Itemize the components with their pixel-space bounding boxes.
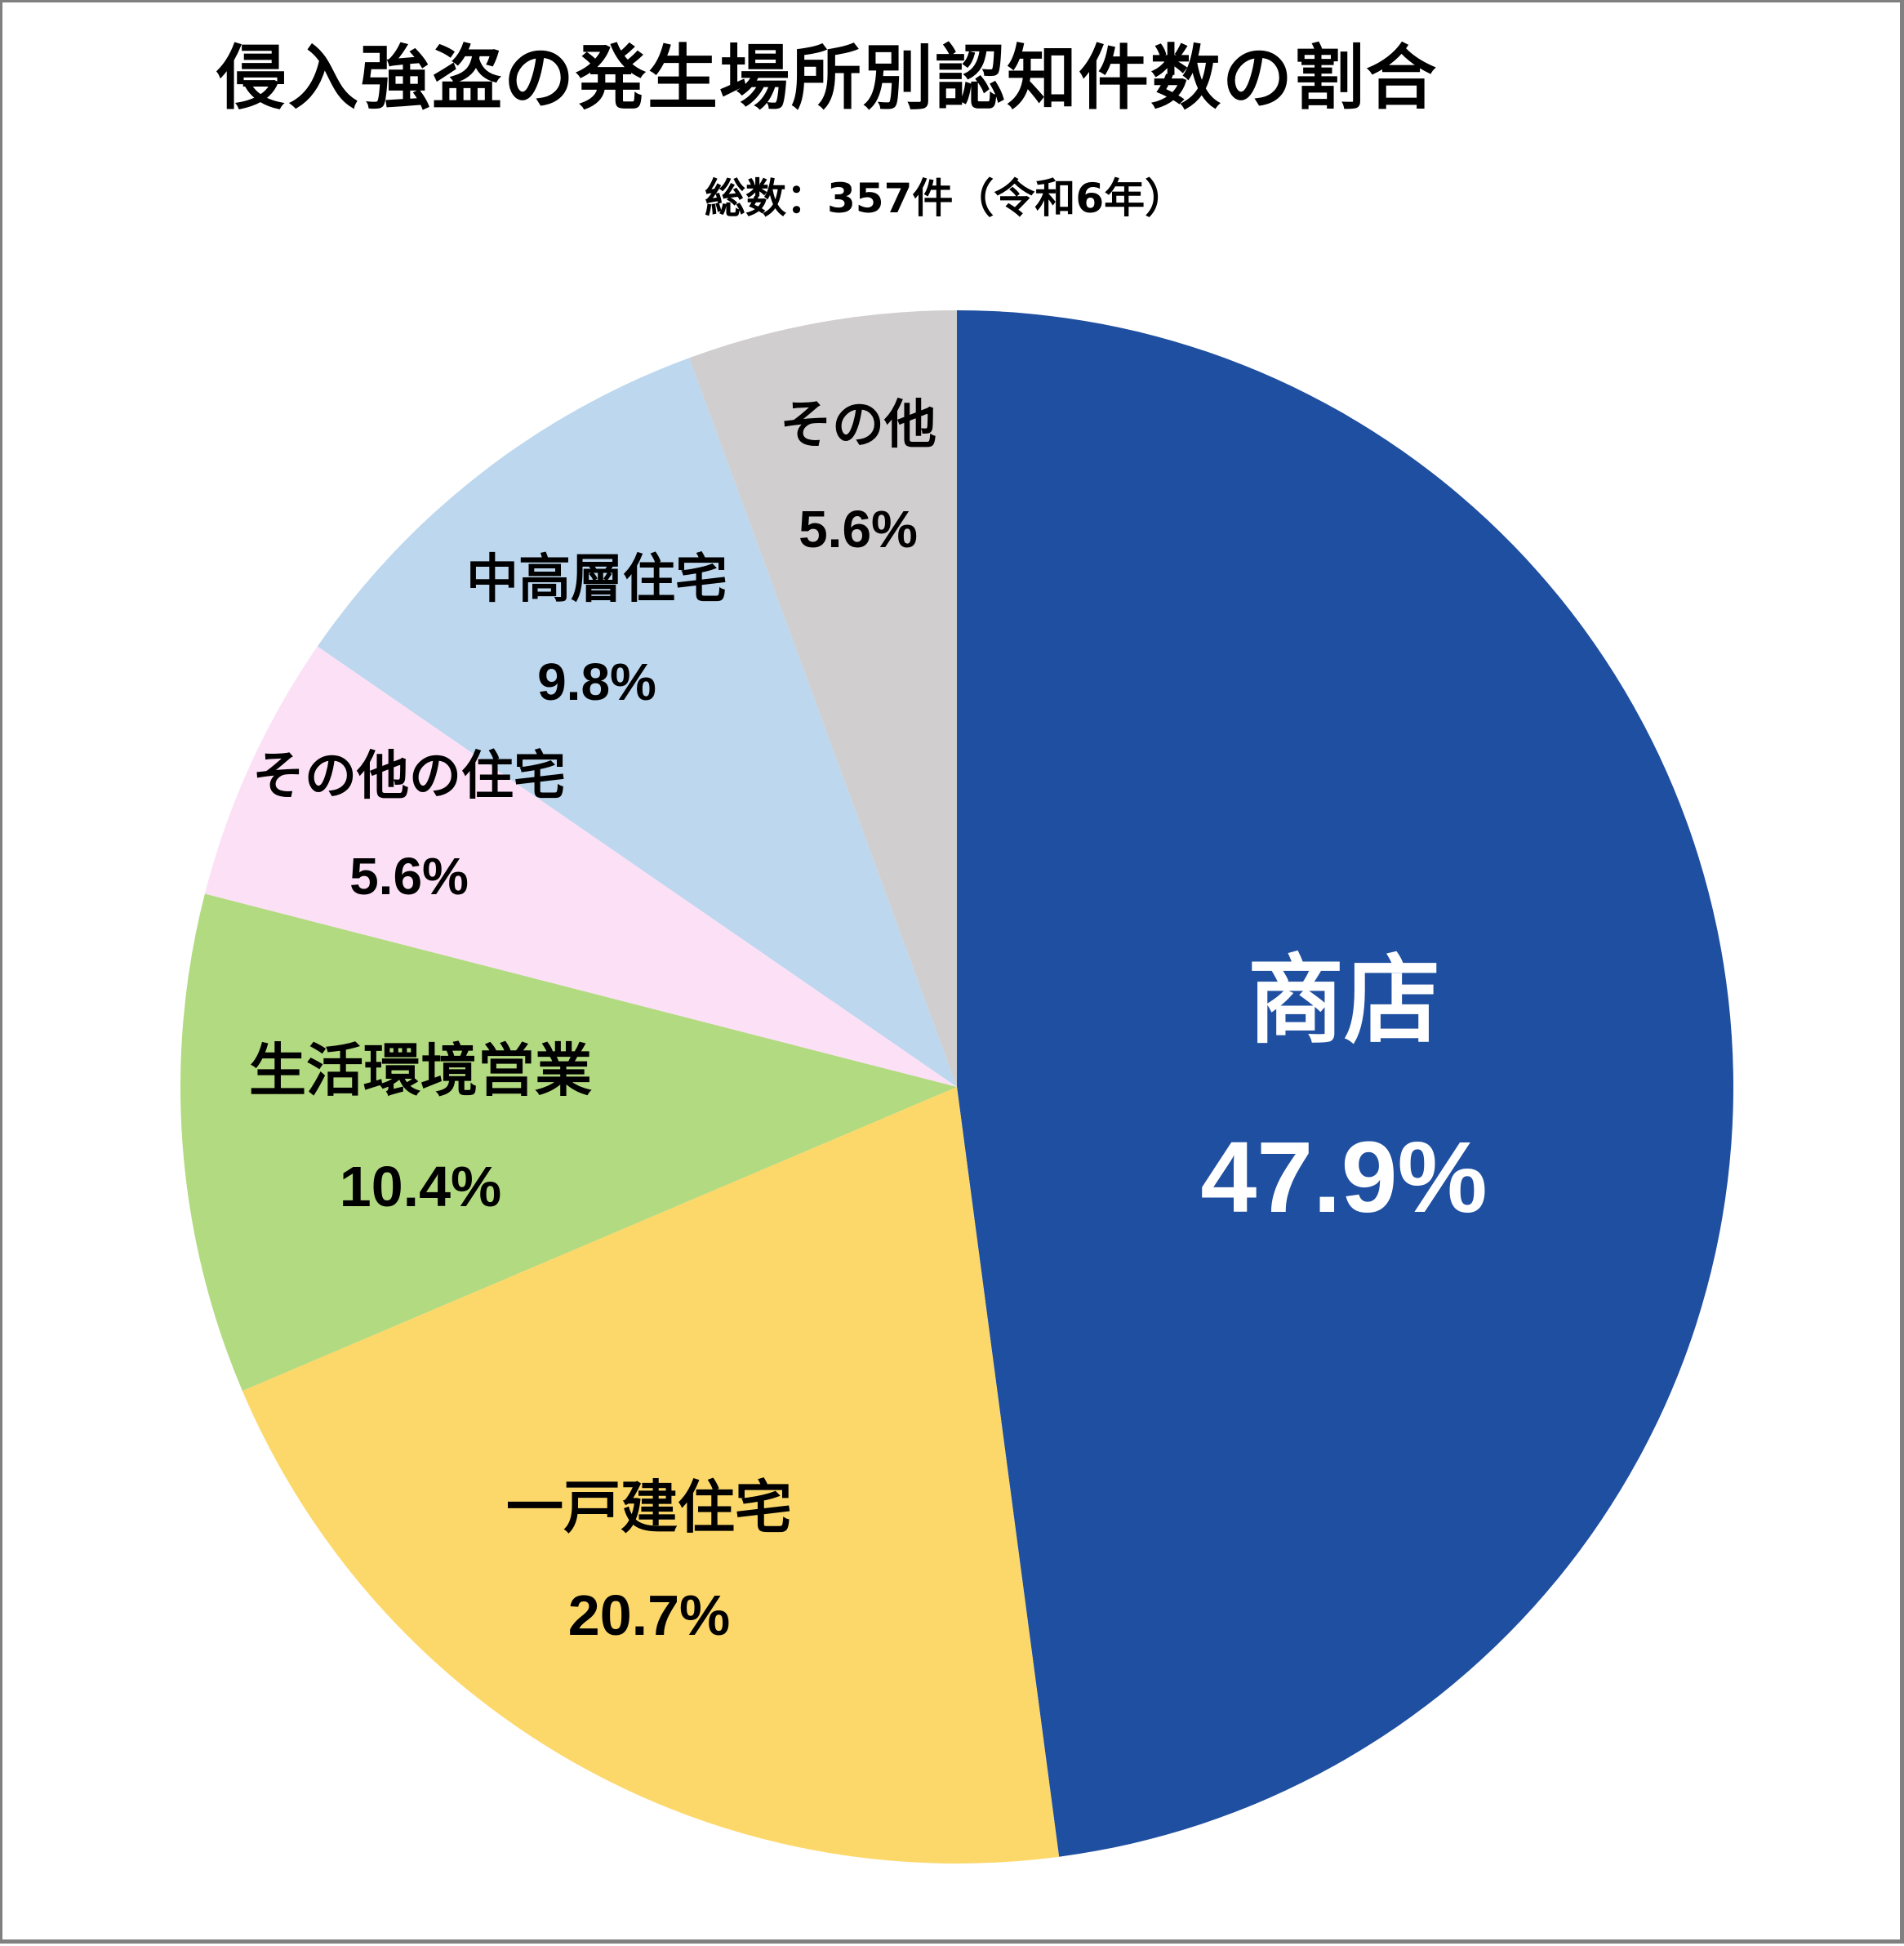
slice-label-pct: 5.6%	[349, 847, 469, 906]
slice-label-pct: 47.9%	[1200, 1121, 1488, 1235]
chart-title: 侵入強盗の発生場所別認知件数の割合	[216, 38, 1438, 119]
slice-label-pct: 20.7%	[567, 1583, 731, 1647]
slice-label-pct: 5.6%	[799, 500, 918, 559]
slice-label-name: 生活環境営業	[249, 1037, 592, 1104]
slice-label-name: 中高層住宅	[466, 550, 727, 610]
slice-label-pct: 9.8%	[537, 652, 656, 711]
slice-ikkodate-jutaku[interactable]	[242, 1087, 1060, 1864]
slice-chukoso-jutaku[interactable]	[317, 358, 957, 1087]
slice-label-name: その他	[780, 395, 936, 456]
slice-label-name: 一戸建住宅	[506, 1474, 792, 1541]
slice-shoten[interactable]	[957, 310, 1734, 1857]
slice-label-pct: 10.4%	[339, 1155, 502, 1218]
slice-label-name: その他の住宅	[252, 746, 566, 807]
slice-seikatsu-kankyo-eigyo[interactable]	[180, 893, 958, 1392]
chart-subtitle: 総数：357件（令和6年）	[705, 175, 1186, 222]
slice-label-name: 商店	[1247, 944, 1441, 1057]
slice-sonota-no-jutaku[interactable]	[204, 646, 957, 1087]
slice-sonota[interactable]	[689, 310, 957, 1087]
